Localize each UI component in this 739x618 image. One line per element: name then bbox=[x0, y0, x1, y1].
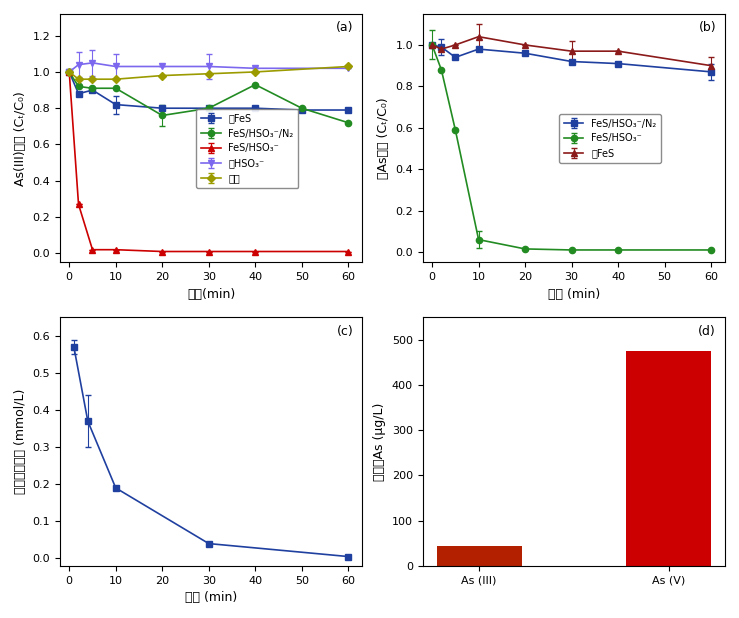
Bar bbox=[626, 351, 712, 566]
Y-axis label: 总As浓度 (Cₜ/C₀): 总As浓度 (Cₜ/C₀) bbox=[377, 97, 389, 179]
Text: (a): (a) bbox=[336, 22, 353, 35]
Text: (d): (d) bbox=[698, 325, 716, 338]
X-axis label: 时间 (min): 时间 (min) bbox=[548, 287, 600, 301]
Legend: FeS/HSO₃⁻/N₂, FeS/HSO₃⁻, 仅FeS: FeS/HSO₃⁻/N₂, FeS/HSO₃⁻, 仅FeS bbox=[559, 114, 661, 163]
X-axis label: 时间(min): 时间(min) bbox=[187, 287, 235, 301]
Y-axis label: As(III)浓度 (Cₜ/C₀): As(III)浓度 (Cₜ/C₀) bbox=[14, 91, 27, 185]
Text: (b): (b) bbox=[698, 22, 716, 35]
Y-axis label: 亚硫酸盐浓度 (mmol/L): 亚硫酸盐浓度 (mmol/L) bbox=[14, 389, 27, 494]
Text: (c): (c) bbox=[336, 325, 353, 338]
Legend: 仅FeS, FeS/HSO₃⁻/N₂, FeS/HSO₃⁻, 仅HSO₃⁻, 空白: 仅FeS, FeS/HSO₃⁻/N₂, FeS/HSO₃⁻, 仅HSO₃⁻, 空… bbox=[197, 109, 299, 188]
Bar bbox=[437, 546, 522, 566]
X-axis label: 时间 (min): 时间 (min) bbox=[185, 591, 237, 604]
Y-axis label: 吸附态As (μg/L): 吸附态As (μg/L) bbox=[373, 402, 386, 481]
